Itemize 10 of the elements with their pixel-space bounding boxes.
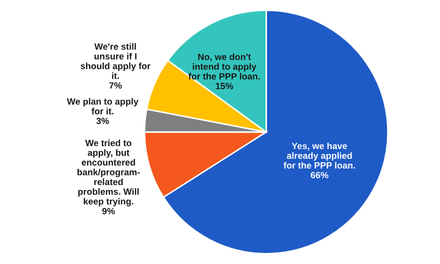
data-label: 3% xyxy=(96,118,109,124)
slice-label: Yes, we have already applied for the PPP loan. xyxy=(284,142,355,169)
data-label: 7% xyxy=(109,82,122,89)
slice-label: We're still unsure if I should apply for it. xyxy=(80,43,150,79)
data-label: 15% xyxy=(216,82,234,90)
slice-label: No, we don't intend to apply for the PPP loan. xyxy=(188,53,260,80)
data-label: 9% xyxy=(102,208,115,214)
slice-label: We tried to apply, but encountered bank/program- related problems. Will keep trying. xyxy=(77,140,140,206)
data-label: 66% xyxy=(310,172,328,178)
slice-label: We plan to apply for it. xyxy=(66,98,138,114)
